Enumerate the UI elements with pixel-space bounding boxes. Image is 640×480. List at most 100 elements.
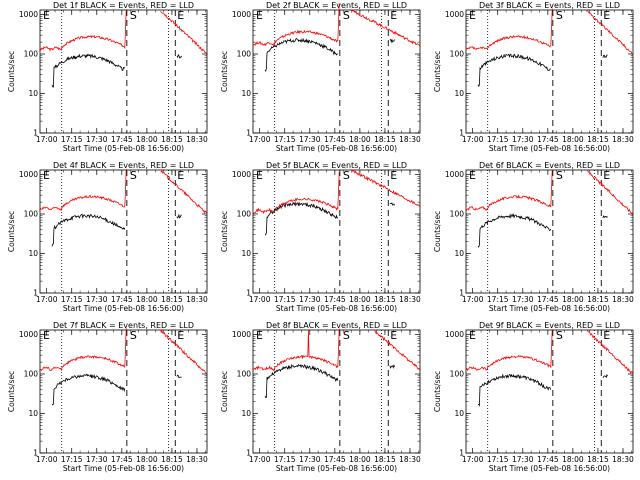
x-tick-label: 17:45 (111, 135, 133, 144)
y-tick-label: 10 (28, 89, 38, 98)
marker-E: E (43, 329, 50, 342)
y-axis-label: Counts/sec (220, 51, 229, 92)
x-tick-label: 17:45 (537, 295, 559, 304)
x-tick-label: 17:15 (274, 455, 296, 464)
panel-title: Det 3f BLACK = Events, RED = LLD (479, 1, 620, 10)
y-tick-label: 10 (28, 409, 38, 418)
x-tick-label: 18:30 (612, 135, 634, 144)
series-events-line (265, 200, 395, 236)
marker-E: E (177, 169, 184, 182)
x-tick-label: 18:30 (612, 455, 634, 464)
detector-panel-5: Det 5f BLACK = Events, RED = LLD 1 10 100 10… (213, 160, 426, 320)
detector-panel-6: Det 6f BLACK = Events, RED = LLD 1 10 100 10… (426, 160, 639, 320)
series-events-line (264, 37, 395, 72)
y-tick-label: 1000 (232, 330, 251, 339)
y-axis-label: Counts/sec (7, 211, 16, 252)
detector-panel-2: Det 2f BLACK = Events, RED = LLD 1 10 100 10… (213, 0, 426, 160)
marker-E: E (177, 329, 184, 342)
marker-E: E (256, 169, 263, 182)
x-tick-label: 18:15 (374, 455, 396, 464)
x-tick-label: 17:00 (249, 455, 271, 464)
x-tick-label: 17:00 (36, 135, 58, 144)
series-lld-line (39, 9, 208, 56)
detector-plot-3: Det 3f BLACK = Events, RED = LLD 1 10 100 10… (433, 1, 634, 153)
x-axis-label: Start Time (05-Feb-08 16:56:00) (63, 144, 184, 153)
marker-S: S (130, 9, 137, 22)
x-axis-label: Start Time (05-Feb-08 16:56:00) (489, 464, 610, 473)
x-tick-label: 17:45 (111, 295, 133, 304)
marker-E: E (603, 329, 610, 342)
x-axis-label: Start Time (05-Feb-08 16:56:00) (276, 144, 397, 153)
plot-frame (252, 169, 421, 294)
series-lld-line (39, 168, 208, 215)
detector-panel-3: Det 3f BLACK = Events, RED = LLD 1 10 100 10… (426, 0, 639, 160)
x-tick-label: 18:00 (349, 135, 371, 144)
series-lld-line (39, 328, 207, 375)
detector-plot-9: Det 9f BLACK = Events, RED = LLD 1 10 100 10… (433, 321, 634, 473)
x-tick-label: 17:30 (86, 135, 108, 144)
y-tick-label: 1 (246, 129, 251, 138)
x-axis-label: Start Time (05-Feb-08 16:56:00) (63, 304, 184, 313)
marker-S: S (556, 9, 563, 22)
x-tick-label: 18:00 (562, 295, 584, 304)
x-tick-label: 17:15 (61, 455, 83, 464)
series-events-line (264, 363, 395, 398)
detector-plot-7: Det 7f BLACK = Events, RED = LLD 1 10 100 10… (7, 321, 208, 473)
y-tick-label: 10 (454, 89, 464, 98)
y-tick-label: 100 (450, 50, 465, 59)
y-axis-label: Counts/sec (433, 51, 442, 92)
y-tick-label: 10 (241, 249, 251, 258)
x-tick-label: 17:15 (274, 295, 296, 304)
series-lld-line (253, 169, 420, 215)
y-tick-label: 1000 (445, 10, 464, 19)
x-axis-label: Start Time (05-Feb-08 16:56:00) (276, 464, 397, 473)
detector-plot-4: Det 4f BLACK = Events, RED = LLD 1 10 100 10… (7, 161, 208, 313)
x-tick-label: 18:15 (587, 455, 609, 464)
marker-E: E (469, 169, 476, 182)
marker-E: E (390, 169, 397, 182)
panel-title: Det 1f BLACK = Events, RED = LLD (53, 1, 194, 10)
x-tick-label: 18:00 (562, 455, 584, 464)
x-tick-label: 18:00 (136, 135, 158, 144)
marker-E: E (390, 9, 397, 22)
plot-frame (465, 329, 634, 454)
marker-S: S (130, 329, 137, 342)
series-events-line (477, 53, 608, 88)
x-tick-label: 18:30 (186, 295, 208, 304)
y-tick-label: 10 (241, 89, 251, 98)
x-tick-label: 18:15 (374, 295, 396, 304)
x-tick-label: 17:30 (86, 295, 108, 304)
panel-title: Det 2f BLACK = Events, RED = LLD (266, 1, 407, 10)
x-axis-label: Start Time (05-Feb-08 16:56:00) (489, 144, 610, 153)
series-events-line (477, 373, 608, 407)
x-tick-label: 17:45 (537, 135, 559, 144)
y-tick-label: 100 (450, 370, 465, 379)
detector-panel-9: Det 9f BLACK = Events, RED = LLD 1 10 100 10… (426, 320, 639, 480)
x-tick-label: 17:30 (512, 135, 534, 144)
x-tick-label: 18:30 (399, 295, 421, 304)
x-axis-label: Start Time (05-Feb-08 16:56:00) (63, 464, 184, 473)
y-tick-label: 1000 (19, 170, 38, 179)
panel-title: Det 6f BLACK = Events, RED = LLD (479, 161, 620, 170)
panel-title: Det 5f BLACK = Events, RED = LLD (266, 161, 407, 170)
series-events-line (51, 53, 182, 88)
plot-frame (252, 329, 421, 454)
y-tick-label: 1 (246, 449, 251, 458)
marker-E: E (469, 9, 476, 22)
y-tick-label: 100 (24, 50, 39, 59)
x-tick-label: 17:00 (462, 455, 484, 464)
series-events-line (51, 213, 182, 247)
plot-frame (39, 9, 208, 134)
y-tick-label: 1 (459, 289, 464, 298)
panel-title: Det 7f BLACK = Events, RED = LLD (53, 321, 194, 330)
y-tick-label: 100 (237, 370, 252, 379)
x-tick-label: 18:15 (161, 135, 183, 144)
y-axis-label: Counts/sec (7, 51, 16, 92)
y-tick-label: 1000 (232, 10, 251, 19)
y-tick-label: 100 (237, 210, 252, 219)
x-tick-label: 18:00 (349, 295, 371, 304)
x-tick-label: 18:15 (587, 295, 609, 304)
x-tick-label: 18:30 (399, 455, 421, 464)
x-tick-label: 17:00 (249, 295, 271, 304)
x-tick-label: 18:30 (186, 135, 208, 144)
